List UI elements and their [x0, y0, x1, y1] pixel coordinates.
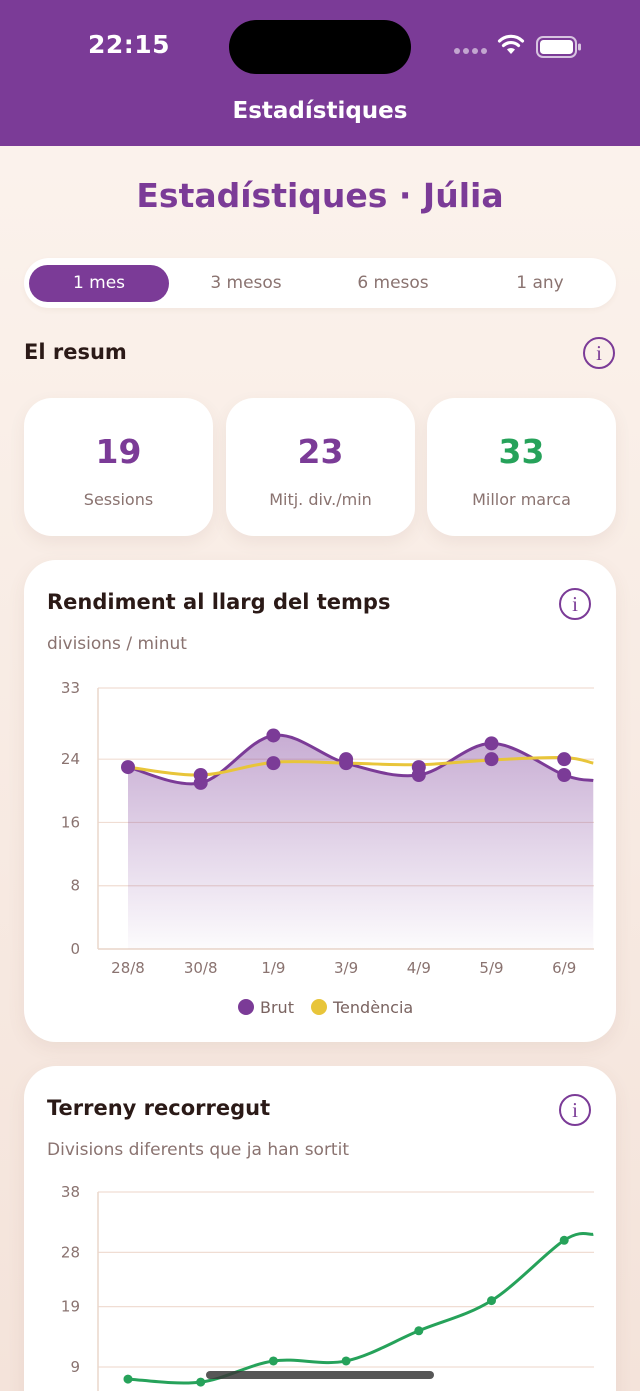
y-tick-label: 28 [61, 1243, 80, 1261]
data-point-brut [557, 768, 572, 782]
period-selector: 1 mes 3 mesos 6 mesos 1 any [24, 258, 616, 308]
terrain-chart: 9 19 28 38 [61, 1183, 594, 1391]
stat-value: 23 [297, 432, 344, 471]
x-tick-label: 3/9 [334, 959, 358, 977]
data-point-brut [266, 756, 281, 771]
status-time: 22:15 [88, 30, 171, 59]
data-point-brut [557, 752, 572, 767]
series-area-brut [128, 735, 594, 949]
performance-card: 0 8 16 24 33 28/8 30/8 1/9 3/9 4/9 5/9 6/9 Brut Tendè… [24, 560, 616, 1042]
performance-title: Rendiment al llarg del temps [47, 590, 391, 614]
legend-swatch-tendencia [311, 999, 327, 1015]
dynamic-island [229, 20, 411, 74]
data-point-brut [411, 760, 426, 775]
y-tick-label: 24 [61, 750, 80, 768]
legend-swatch-brut [238, 999, 254, 1015]
data-point-terrain [559, 1235, 569, 1245]
stat-label: Sessions [83, 490, 154, 509]
period-tab-3-months[interactable]: 3 mesos [210, 273, 282, 293]
page-title: Estadístiques · Júlia [136, 176, 504, 215]
series-line-brut [127, 733, 594, 786]
data-point-terrain [196, 1377, 206, 1387]
period-tab-1-month[interactable]: 1 mes [29, 265, 169, 302]
data-point-terrain [414, 1326, 424, 1336]
data-point-brut [121, 760, 135, 775]
series-line-terrain [127, 1231, 594, 1385]
top-bar: 22:15 Estadístiques [0, 0, 640, 146]
terrain-subtitle: Divisions diferents que ja han sortit [47, 1140, 349, 1160]
x-tick-label: 4/9 [407, 959, 431, 977]
data-point-brut [193, 768, 208, 782]
x-tick-label: 6/9 [552, 959, 576, 977]
x-tick-label: 1/9 [261, 959, 285, 977]
cellular-signal-icon [454, 48, 487, 54]
performance-chart: 0 8 16 24 33 28/8 30/8 1/9 3/9 4/9 5/9 6/9 Brut Tendè… [61, 679, 594, 1017]
legend-label-brut: Brut [260, 998, 294, 1017]
data-point-terrain [268, 1356, 278, 1366]
data-point-brut [484, 736, 499, 751]
summary-info-icon[interactable]: i [583, 337, 615, 369]
y-tick-label: 19 [61, 1298, 80, 1316]
terrain-title: Terreny recorregut [47, 1096, 271, 1120]
data-point-terrain [123, 1374, 133, 1384]
period-tab-6-months[interactable]: 6 mesos [357, 273, 429, 293]
performance-subtitle: divisions / minut [47, 634, 187, 654]
terrain-card: 9 19 28 38 Terreny recorregut Divisions dif… [24, 1066, 616, 1391]
stat-label: Millor marca [472, 490, 571, 509]
terrain-info-icon[interactable]: i [559, 1094, 591, 1126]
stat-label: Mitj. div./min [269, 490, 372, 509]
y-tick-label: 33 [61, 679, 80, 697]
y-tick-label: 0 [70, 940, 80, 958]
data-point-terrain [487, 1296, 496, 1306]
data-point-terrain [341, 1356, 351, 1366]
data-point-brut [266, 728, 281, 743]
nav-title: Estadístiques [232, 98, 408, 124]
battery-icon [536, 36, 581, 58]
stat-card-average: 23 Mitj. div./min [226, 398, 415, 536]
period-tab-1-year[interactable]: 1 any [516, 273, 564, 293]
y-tick-label: 38 [61, 1183, 80, 1201]
y-tick-label: 16 [61, 813, 80, 831]
stat-card-sessions: 19 Sessions [24, 398, 213, 536]
wifi-icon [497, 34, 525, 54]
legend-label-tendencia: Tendència [332, 998, 413, 1017]
home-indicator [206, 1371, 434, 1379]
performance-info-icon[interactable]: i [559, 588, 591, 620]
y-tick-label: 8 [70, 877, 80, 895]
stat-value: 33 [498, 432, 545, 471]
x-tick-label: 28/8 [111, 959, 145, 977]
data-point-brut [484, 752, 499, 767]
x-tick-label: 30/8 [184, 959, 218, 977]
data-point-brut [339, 756, 354, 771]
summary-title: El resum [24, 340, 127, 364]
x-tick-label: 5/9 [479, 959, 503, 977]
y-tick-label: 9 [70, 1358, 80, 1376]
stat-card-best: 33 Millor marca [427, 398, 616, 536]
stat-value: 19 [95, 432, 142, 471]
